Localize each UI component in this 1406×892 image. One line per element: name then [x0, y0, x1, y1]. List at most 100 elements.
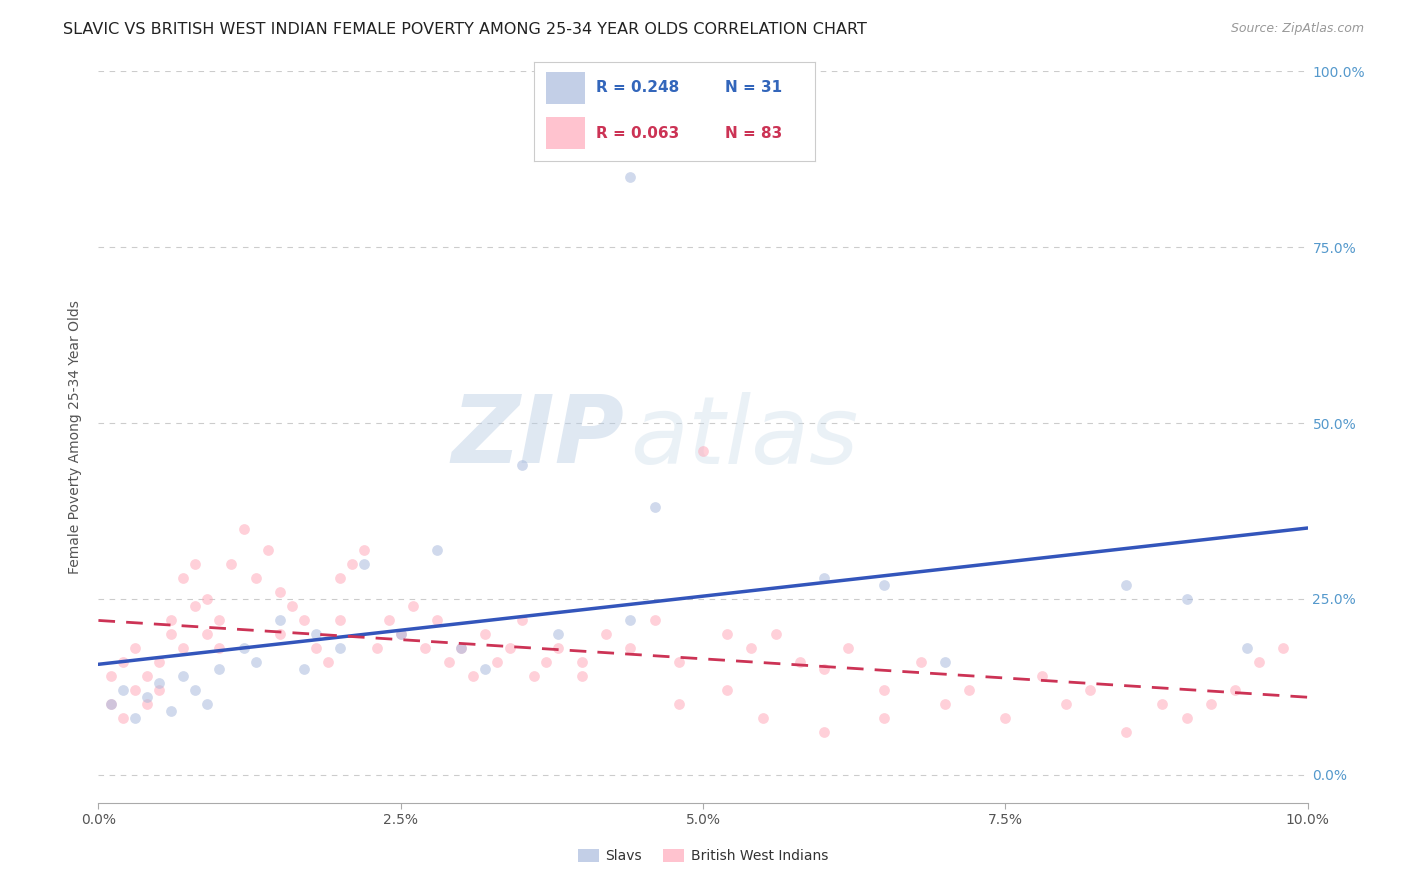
Point — [644, 500, 666, 515]
Point — [184, 557, 207, 571]
Point — [160, 705, 183, 719]
Point — [789, 655, 811, 669]
Point — [934, 655, 956, 669]
Point — [486, 655, 509, 669]
Point — [463, 669, 485, 683]
Point — [329, 571, 352, 585]
Point — [1175, 591, 1198, 606]
Point — [1249, 655, 1271, 669]
Point — [148, 683, 170, 698]
Point — [692, 444, 714, 458]
Text: Source: ZipAtlas.com: Source: ZipAtlas.com — [1230, 22, 1364, 36]
Point — [172, 571, 194, 585]
Point — [765, 627, 787, 641]
Point — [111, 655, 134, 669]
Point — [716, 683, 738, 698]
Point — [281, 599, 304, 613]
Point — [305, 641, 328, 656]
Point — [377, 613, 399, 627]
Point — [195, 698, 218, 712]
Point — [534, 655, 557, 669]
Point — [474, 662, 496, 676]
Point — [100, 669, 122, 683]
Point — [413, 641, 436, 656]
Point — [208, 613, 231, 627]
Point — [595, 627, 617, 641]
Point — [813, 571, 835, 585]
Point — [100, 698, 122, 712]
Point — [426, 613, 449, 627]
Point — [160, 627, 183, 641]
Point — [402, 599, 425, 613]
Point — [232, 521, 254, 535]
Text: R = 0.063: R = 0.063 — [596, 126, 679, 141]
Point — [124, 711, 146, 725]
Point — [426, 542, 449, 557]
Point — [195, 627, 218, 641]
Point — [148, 655, 170, 669]
Point — [547, 627, 569, 641]
Point — [208, 641, 231, 656]
Point — [135, 698, 157, 712]
Point — [195, 591, 218, 606]
Point — [740, 641, 762, 656]
Point — [619, 169, 641, 184]
Point — [269, 613, 291, 627]
Point — [184, 599, 207, 613]
Point — [873, 578, 896, 592]
Point — [269, 584, 291, 599]
Point — [619, 613, 641, 627]
Point — [245, 655, 267, 669]
Point — [450, 641, 472, 656]
Point — [353, 542, 375, 557]
Point — [571, 655, 593, 669]
Point — [366, 641, 388, 656]
Point — [1272, 641, 1295, 656]
Point — [1115, 725, 1137, 739]
Text: R = 0.248: R = 0.248 — [596, 80, 679, 95]
Point — [437, 655, 460, 669]
Point — [389, 627, 412, 641]
Point — [292, 613, 315, 627]
Point — [474, 627, 496, 641]
Point — [100, 698, 122, 712]
Text: N = 83: N = 83 — [725, 126, 783, 141]
Point — [269, 627, 291, 641]
Point — [292, 662, 315, 676]
Point — [329, 613, 352, 627]
Point — [510, 458, 533, 473]
Point — [837, 641, 859, 656]
Text: atlas: atlas — [630, 392, 859, 483]
Point — [172, 641, 194, 656]
Point — [1152, 698, 1174, 712]
Point — [208, 662, 231, 676]
Text: ZIP: ZIP — [451, 391, 624, 483]
Point — [1031, 669, 1053, 683]
Point — [934, 698, 956, 712]
Point — [1236, 641, 1258, 656]
Point — [813, 662, 835, 676]
Bar — [546, 72, 585, 103]
Point — [619, 641, 641, 656]
Point — [184, 683, 207, 698]
Point — [256, 542, 278, 557]
Point — [124, 683, 146, 698]
Point — [1054, 698, 1077, 712]
Point — [111, 711, 134, 725]
Text: SLAVIC VS BRITISH WEST INDIAN FEMALE POVERTY AMONG 25-34 YEAR OLDS CORRELATION C: SLAVIC VS BRITISH WEST INDIAN FEMALE POV… — [63, 22, 868, 37]
Point — [329, 641, 352, 656]
Point — [160, 613, 183, 627]
Point — [644, 613, 666, 627]
Point — [232, 641, 254, 656]
Point — [124, 641, 146, 656]
Point — [1199, 698, 1222, 712]
Point — [389, 627, 412, 641]
Point — [510, 613, 533, 627]
Point — [353, 557, 375, 571]
Point — [547, 641, 569, 656]
Point — [1175, 711, 1198, 725]
Point — [523, 669, 546, 683]
Point — [752, 711, 775, 725]
Point — [135, 690, 157, 705]
Point — [571, 669, 593, 683]
